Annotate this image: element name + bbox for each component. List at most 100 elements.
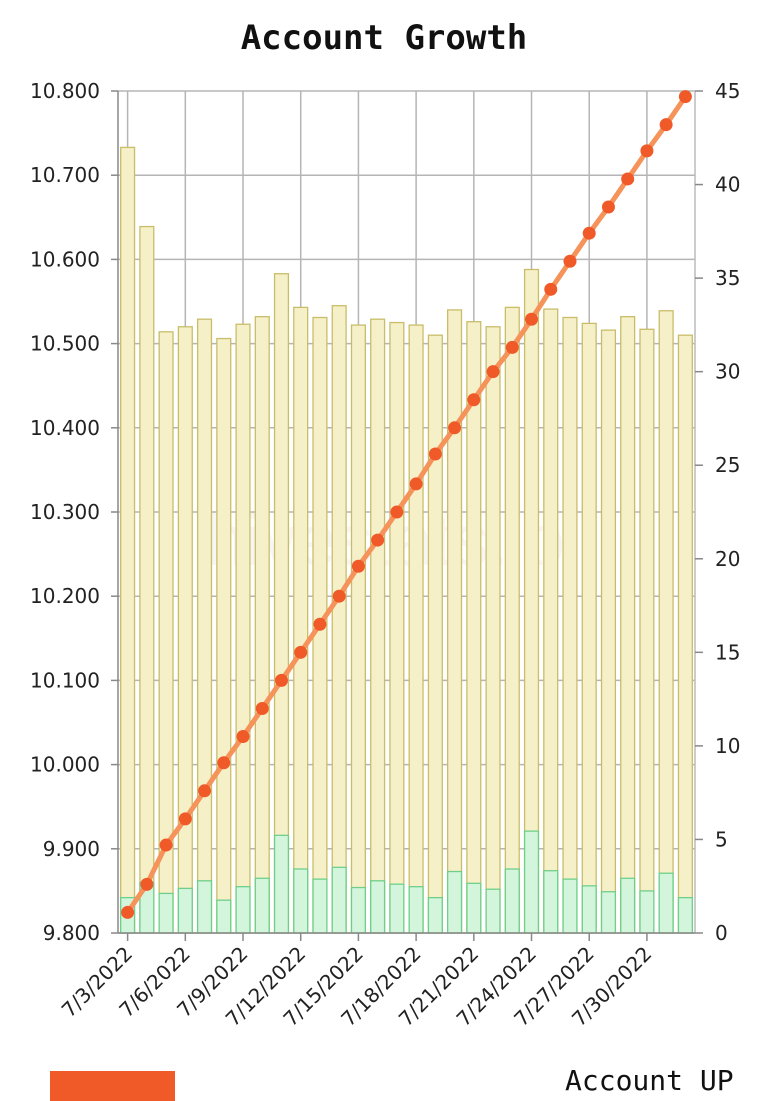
y-right-tick-label: 35: [715, 266, 740, 290]
bar-yellow: [466, 321, 482, 934]
chart-title: Account Growth: [240, 18, 528, 58]
bar-green: [389, 883, 405, 934]
point-account-up: [140, 877, 154, 891]
bar-yellow: [331, 305, 347, 934]
point-account-up: [409, 477, 423, 491]
bar-green: [177, 887, 193, 934]
point-account-up: [159, 838, 173, 852]
point-account-up: [659, 118, 673, 132]
point-account-up: [313, 617, 327, 631]
bar-green: [504, 868, 520, 934]
bar-yellow: [235, 323, 251, 934]
y-left-tick-label: 9.800: [43, 921, 100, 945]
point-account-up: [198, 784, 212, 798]
bar-yellow: [177, 326, 193, 934]
y-right-tick-label: 10: [715, 734, 740, 758]
bar-green: [408, 886, 424, 934]
y-left-tick-label: 10.200: [30, 584, 100, 608]
bar-yellow: [562, 316, 578, 934]
point-account-up: [236, 730, 250, 744]
bar-yellow: [543, 308, 559, 934]
bar-green: [158, 892, 174, 934]
bar-green: [447, 870, 463, 934]
y-left-tick-label: 10.600: [30, 247, 100, 271]
y-left-tick-label: 9.900: [43, 837, 100, 861]
bar-yellow: [370, 318, 386, 934]
bar-yellow: [504, 306, 520, 934]
bar-green: [658, 872, 674, 934]
bar-yellow: [216, 337, 232, 934]
point-account-up: [525, 312, 539, 326]
legend-swatch-account-up[interactable]: [50, 1071, 175, 1101]
bar-green: [216, 899, 232, 934]
point-account-up: [294, 645, 308, 659]
bar-yellow: [389, 321, 405, 934]
bar-yellow: [427, 334, 443, 934]
bar-green: [331, 866, 347, 934]
bar-green: [427, 896, 443, 934]
y-right-tick-label: 5: [715, 827, 728, 851]
y-left-tick-label: 10.300: [30, 500, 100, 524]
bar-yellow: [620, 316, 636, 934]
bar-yellow: [658, 310, 674, 934]
bar-green: [350, 886, 366, 934]
point-account-up: [582, 226, 596, 240]
bar-yellow: [485, 326, 501, 934]
point-account-up: [621, 172, 635, 186]
point-account-up: [467, 393, 481, 407]
bar-yellow: [600, 329, 617, 934]
y-left-tick-label: 10.500: [30, 332, 100, 356]
point-account-up: [332, 589, 346, 603]
y-right-tick-label: 20: [715, 547, 740, 571]
y-right-tick-label: 40: [715, 173, 740, 197]
y-left-tick-label: 10.000: [30, 753, 100, 777]
bar-green: [600, 891, 617, 934]
point-account-up: [274, 673, 288, 687]
bar-green: [235, 886, 251, 934]
y-right-tick-label: 0: [715, 921, 728, 945]
bar-green: [254, 877, 270, 934]
point-account-up: [178, 812, 192, 826]
bar-yellow: [273, 273, 290, 934]
legend-label-account-up[interactable]: Account UP: [565, 1064, 734, 1097]
point-account-up: [678, 90, 692, 104]
bar-green: [523, 830, 540, 934]
y-right-tick-label: 15: [715, 640, 740, 664]
y-left-tick-label: 10.800: [30, 79, 100, 103]
point-account-up: [121, 905, 135, 919]
point-account-up: [640, 144, 654, 158]
point-account-up: [371, 533, 385, 547]
bar-green: [273, 834, 290, 934]
point-account-up: [486, 365, 500, 379]
point-account-up: [217, 756, 231, 770]
bar-green: [620, 877, 636, 934]
bar-yellow: [120, 146, 136, 934]
point-account-up: [255, 701, 269, 715]
bar-green: [293, 868, 309, 934]
bar-green: [639, 890, 655, 934]
point-account-up: [601, 200, 615, 214]
bar-green: [485, 888, 501, 934]
bar-green: [543, 870, 559, 934]
point-account-up: [351, 559, 365, 573]
bar-green: [562, 878, 578, 934]
bar-green: [677, 896, 693, 934]
bar-yellow: [196, 318, 213, 934]
point-account-up: [428, 447, 442, 461]
bar-green: [370, 880, 386, 934]
y-right-tick-label: 30: [715, 360, 740, 384]
bar-green: [312, 878, 328, 934]
y-right-tick-label: 25: [715, 453, 740, 477]
line-series: [121, 90, 692, 919]
y-left-tick-label: 10.400: [30, 416, 100, 440]
point-account-up: [563, 254, 577, 268]
point-account-up: [448, 421, 462, 435]
bar-yellow: [254, 316, 270, 934]
bar-green: [196, 880, 213, 934]
point-account-up: [505, 340, 519, 354]
bar-yellow: [293, 306, 309, 934]
bar-yellow: [639, 328, 655, 934]
y-left-tick-label: 10.700: [30, 163, 100, 187]
bar-yellow: [350, 324, 366, 934]
bar-yellow: [408, 324, 424, 934]
